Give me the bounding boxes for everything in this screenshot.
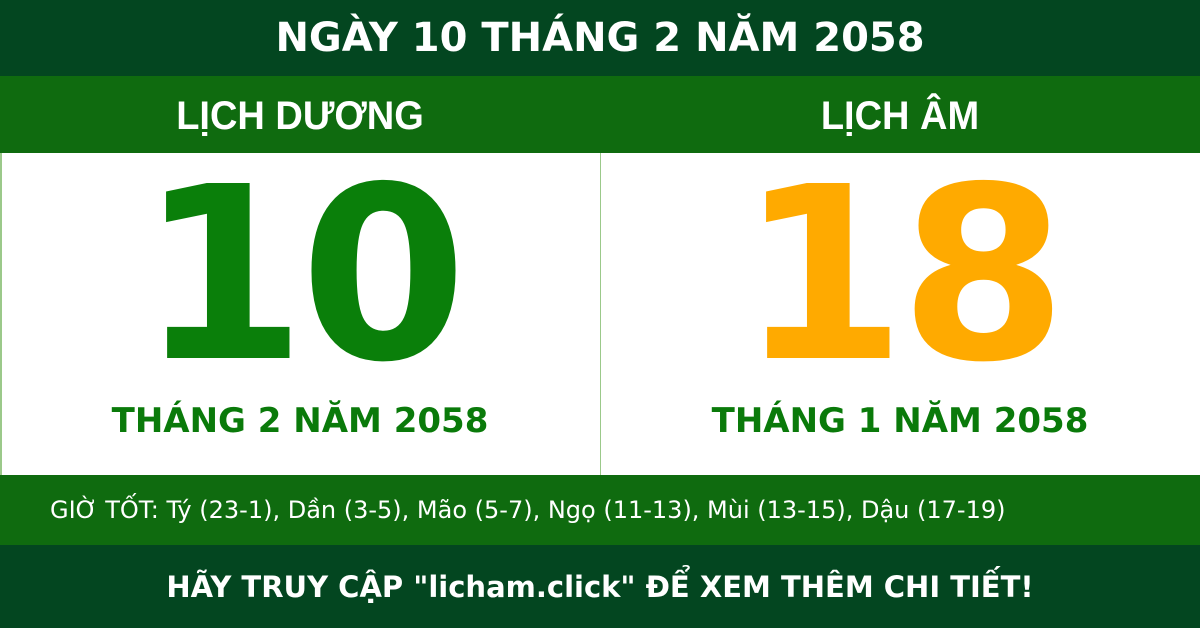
title-text: NGÀY 10 THÁNG 2 NĂM 2058	[275, 15, 925, 61]
solar-month-year: THÁNG 2 NĂM 2058	[111, 401, 489, 441]
lunar-heading: LỊCH ÂM	[820, 94, 980, 138]
solar-heading: LỊCH DƯƠNG	[176, 94, 424, 138]
lunar-column: 18 THÁNG 1 NĂM 2058	[600, 153, 1200, 475]
calendar-body: 10 THÁNG 2 NĂM 2058 18 THÁNG 1 NĂM 2058	[0, 153, 1200, 475]
page-title: NGÀY 10 THÁNG 2 NĂM 2058	[0, 0, 1200, 76]
good-hours-text: GIỜ TỐT: Tý (23-1), Dần (3-5), Mão (5-7)…	[50, 496, 1006, 524]
footer-text: HÃY TRUY CẬP "licham.click" ĐỂ XEM THÊM …	[166, 569, 1034, 604]
footer-banner: HÃY TRUY CẬP "licham.click" ĐỂ XEM THÊM …	[0, 545, 1200, 628]
calendar-headings: LỊCH DƯƠNG LỊCH ÂM	[0, 76, 1200, 153]
column-divider	[600, 153, 601, 475]
lunar-month-year: THÁNG 1 NĂM 2058	[711, 401, 1089, 441]
good-hours-band: GIỜ TỐT: Tý (23-1), Dần (3-5), Mão (5-7)…	[0, 475, 1200, 545]
lunar-day: 18	[739, 135, 1067, 415]
left-border	[0, 153, 2, 475]
solar-column: 10 THÁNG 2 NĂM 2058	[0, 153, 600, 475]
solar-day: 10	[139, 135, 467, 415]
